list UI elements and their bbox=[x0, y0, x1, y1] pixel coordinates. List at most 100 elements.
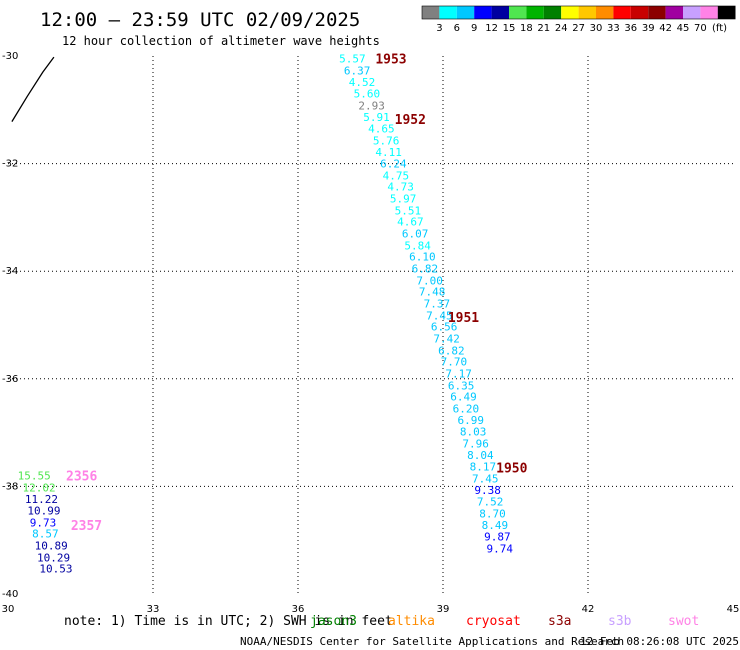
color-swatch bbox=[596, 6, 614, 19]
swh-value: 6.35 bbox=[448, 379, 475, 392]
map-axis-ticks: 30 33 36 39 42 45 -30 -32 -34 -36 -38 -40 bbox=[2, 51, 740, 615]
swh-value: 5.97 bbox=[390, 193, 417, 206]
color-swatch bbox=[561, 6, 579, 19]
swh-value: 6.82 bbox=[412, 263, 439, 276]
color-scale-label: 9 bbox=[471, 23, 477, 34]
swh-value: 5.57 bbox=[339, 53, 366, 66]
color-scale-label: 3 bbox=[436, 23, 442, 34]
swh-value: 10.89 bbox=[35, 540, 68, 553]
color-scale-unit: (ft) bbox=[712, 23, 727, 34]
swh-value: 7.37 bbox=[424, 297, 451, 310]
color-scale-label: 42 bbox=[659, 23, 672, 34]
x-tick-label: 36 bbox=[292, 604, 305, 615]
swh-value: 7.00 bbox=[416, 274, 443, 287]
swh-value: 6.82 bbox=[438, 344, 465, 357]
swh-value: 10.99 bbox=[27, 505, 60, 518]
track-time-label: 1952 bbox=[395, 113, 426, 128]
swh-value: 9.38 bbox=[474, 484, 501, 497]
color-scale-label: 27 bbox=[572, 23, 585, 34]
x-tick-label: 45 bbox=[727, 604, 740, 615]
track-time-label: 1951 bbox=[448, 311, 479, 326]
track-time-label: 2356 bbox=[66, 470, 97, 485]
swh-value: 5.91 bbox=[363, 111, 390, 124]
swh-value: 6.20 bbox=[453, 402, 480, 415]
y-tick-label: -40 bbox=[2, 589, 18, 600]
satellite-name-jason3: jason3 bbox=[310, 614, 357, 629]
swh-value: 6.24 bbox=[380, 158, 407, 171]
color-swatch bbox=[509, 6, 527, 19]
swh-value: 8.57 bbox=[32, 528, 59, 541]
chart-subtitle: 12 hour collection of altimeter wave hei… bbox=[62, 34, 380, 48]
swh-value: 7.96 bbox=[462, 437, 489, 450]
color-swatch bbox=[439, 6, 457, 19]
color-swatch bbox=[683, 6, 701, 19]
swh-value: 12.02 bbox=[23, 481, 56, 494]
swh-value: 7.45 bbox=[426, 309, 453, 322]
swh-value: 4.52 bbox=[349, 76, 376, 89]
swh-value: 6.56 bbox=[431, 321, 458, 334]
swh-value: 6.07 bbox=[402, 228, 429, 241]
swh-value: 6.49 bbox=[450, 391, 477, 404]
color-swatch bbox=[630, 6, 649, 19]
swh-value: 7.45 bbox=[472, 472, 499, 485]
swh-value: 7.52 bbox=[477, 495, 504, 508]
swh-value: 9.74 bbox=[487, 542, 514, 555]
coastline bbox=[11, 56, 55, 122]
color-swatch bbox=[474, 6, 492, 19]
color-swatch bbox=[456, 6, 475, 19]
color-swatch bbox=[648, 6, 666, 19]
y-tick-label: -38 bbox=[2, 481, 18, 492]
map-grid bbox=[8, 56, 733, 594]
color-swatch bbox=[491, 6, 509, 19]
swh-value: 2.93 bbox=[358, 99, 385, 112]
observation-labels: 5.576.374.525.602.935.914.655.764.116.24… bbox=[18, 53, 514, 576]
color-scale-label: 18 bbox=[520, 23, 533, 34]
color-swatch bbox=[578, 6, 596, 19]
color-swatch bbox=[665, 6, 683, 19]
y-tick-label: -34 bbox=[2, 266, 18, 277]
swh-value: 8.17 bbox=[470, 460, 497, 473]
swh-value: 8.70 bbox=[479, 507, 506, 520]
color-swatch bbox=[700, 6, 718, 19]
swh-value: 8.03 bbox=[460, 426, 487, 439]
color-scale-label: 15 bbox=[503, 23, 516, 34]
swh-value: 4.75 bbox=[383, 169, 410, 182]
swh-value: 7.42 bbox=[433, 332, 460, 345]
track-time-labels: 1953 1952 1951 1950 2356 2357 bbox=[66, 53, 528, 534]
color-scale-label: 30 bbox=[590, 23, 603, 34]
track-time-label: 1953 bbox=[375, 53, 406, 68]
swh-value: 5.51 bbox=[395, 204, 422, 217]
swh-value: 8.49 bbox=[482, 519, 509, 532]
satellite-name-s3b: s3b bbox=[608, 614, 632, 629]
color-swatch bbox=[613, 6, 631, 19]
x-tick-label: 42 bbox=[582, 604, 595, 615]
swh-value: 4.11 bbox=[375, 146, 402, 159]
x-tick-label: 39 bbox=[437, 604, 450, 615]
color-scale-label: 36 bbox=[624, 23, 637, 34]
swh-value: 9.73 bbox=[30, 516, 57, 529]
color-scale-label: 70 bbox=[694, 23, 707, 34]
satellite-legend: jason3 altika cryosat s3a s3b swot bbox=[310, 614, 699, 629]
color-scale-label: 12 bbox=[485, 23, 498, 34]
color-scale-label: 24 bbox=[555, 23, 568, 34]
swh-value: 6.37 bbox=[344, 65, 371, 78]
satellite-name-swot: swot bbox=[668, 614, 699, 629]
swh-value: 8.04 bbox=[467, 449, 494, 462]
swh-value: 5.84 bbox=[404, 239, 431, 252]
color-scale-label: 21 bbox=[537, 23, 550, 34]
swh-value: 9.87 bbox=[484, 530, 511, 543]
color-swatch bbox=[422, 6, 440, 19]
swh-value: 6.99 bbox=[458, 414, 485, 427]
footer-credit: NOAA/NESDIS Center for Satellite Applica… bbox=[240, 635, 624, 648]
color-scale-label: 45 bbox=[677, 23, 690, 34]
color-scale-label: 33 bbox=[607, 23, 620, 34]
chart-title: 12:00 – 23:59 UTC 02/09/2025 bbox=[40, 9, 360, 31]
color-scale-label: 6 bbox=[454, 23, 460, 34]
satellite-name-altika: altika bbox=[388, 614, 435, 629]
swh-value: 7.48 bbox=[419, 286, 446, 299]
swh-value: 11.22 bbox=[25, 493, 58, 506]
swh-value: 5.60 bbox=[354, 88, 381, 101]
color-scale-label: 39 bbox=[642, 23, 655, 34]
track-time-label: 1950 bbox=[496, 462, 527, 477]
satellite-name-cryosat: cryosat bbox=[466, 614, 521, 629]
